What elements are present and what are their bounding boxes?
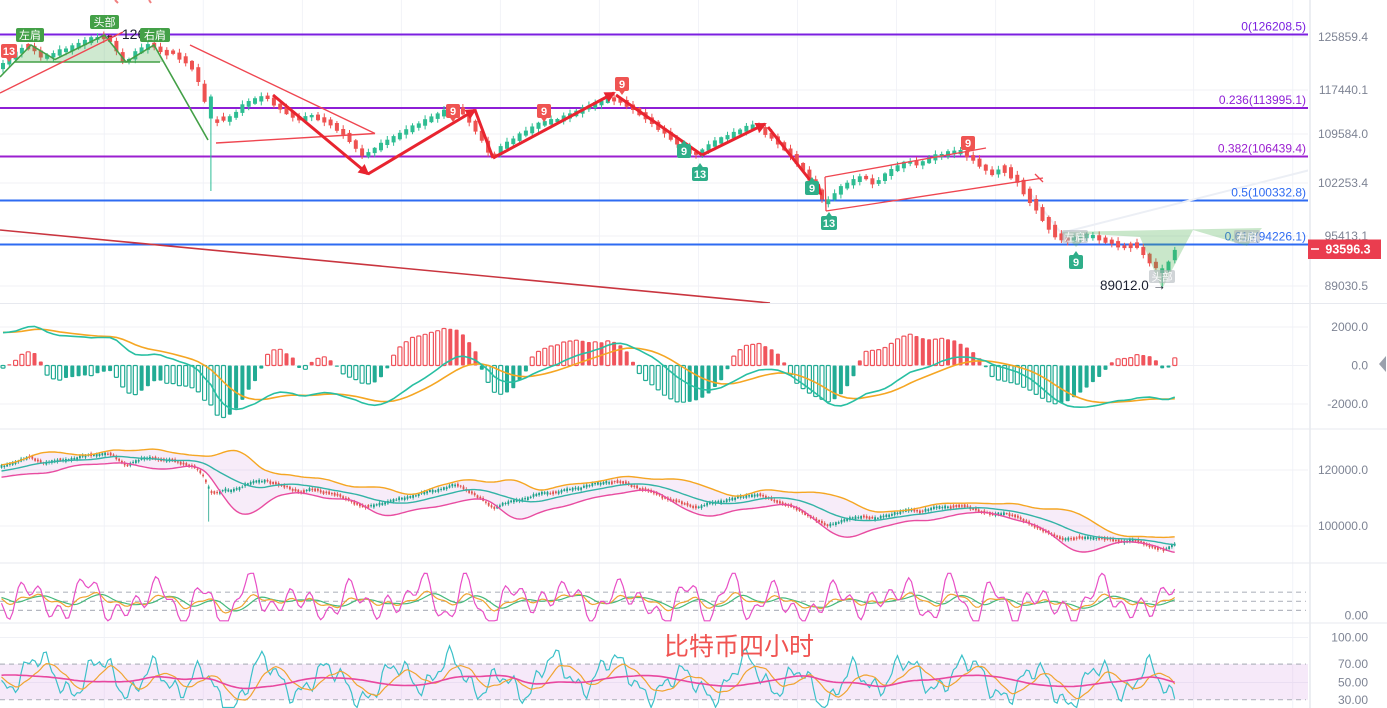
svg-text:右肩: 右肩 xyxy=(144,28,166,42)
svg-text:100.00: 100.00 xyxy=(1331,631,1368,645)
svg-text:13: 13 xyxy=(3,46,15,58)
svg-text:120000.0: 120000.0 xyxy=(1318,463,1368,477)
svg-text:9: 9 xyxy=(681,146,687,158)
svg-text:0.382(106439.4): 0.382(106439.4) xyxy=(1218,142,1306,156)
svg-text:2000.0: 2000.0 xyxy=(1331,320,1368,334)
svg-text:左肩: 左肩 xyxy=(19,28,41,42)
svg-text:右肩: 右肩 xyxy=(1237,231,1258,244)
svg-text:0(126208.5): 0(126208.5) xyxy=(1241,20,1306,34)
svg-text:89012.0 →: 89012.0 → xyxy=(1100,278,1166,293)
svg-text:左肩: 左肩 xyxy=(1065,231,1086,244)
svg-text:30.00: 30.00 xyxy=(1338,693,1368,707)
svg-text:89030.5: 89030.5 xyxy=(1325,279,1369,293)
svg-text:9: 9 xyxy=(1073,257,1079,269)
svg-text:100000.0: 100000.0 xyxy=(1318,519,1368,533)
svg-text:70.00: 70.00 xyxy=(1338,657,1368,671)
svg-text:93596.3: 93596.3 xyxy=(1325,243,1370,257)
svg-text:9: 9 xyxy=(965,138,971,150)
svg-text:9: 9 xyxy=(809,183,815,195)
svg-text:13: 13 xyxy=(823,218,835,230)
svg-text:-2000.0: -2000.0 xyxy=(1327,397,1368,411)
svg-text:125859.4: 125859.4 xyxy=(1318,30,1368,44)
svg-text:117440.1: 117440.1 xyxy=(1319,83,1368,97)
svg-text:50.00: 50.00 xyxy=(1338,676,1368,690)
svg-text:比特币四小时: 比特币四小时 xyxy=(664,633,814,661)
svg-text:头部: 头部 xyxy=(1152,271,1173,284)
svg-text:0.236(113995.1): 0.236(113995.1) xyxy=(1219,93,1306,107)
svg-text:0.0: 0.0 xyxy=(1351,359,1368,373)
svg-text:9: 9 xyxy=(541,106,547,118)
svg-text:9: 9 xyxy=(619,79,625,91)
svg-text:13: 13 xyxy=(694,169,706,181)
svg-text:头部: 头部 xyxy=(94,15,116,29)
svg-text:0.5(100332.8): 0.5(100332.8) xyxy=(1231,186,1306,200)
svg-text:102253.4: 102253.4 xyxy=(1318,176,1368,190)
svg-text:0.00: 0.00 xyxy=(1345,609,1369,623)
svg-text:9: 9 xyxy=(450,106,456,118)
svg-text:109584.0: 109584.0 xyxy=(1318,127,1368,141)
